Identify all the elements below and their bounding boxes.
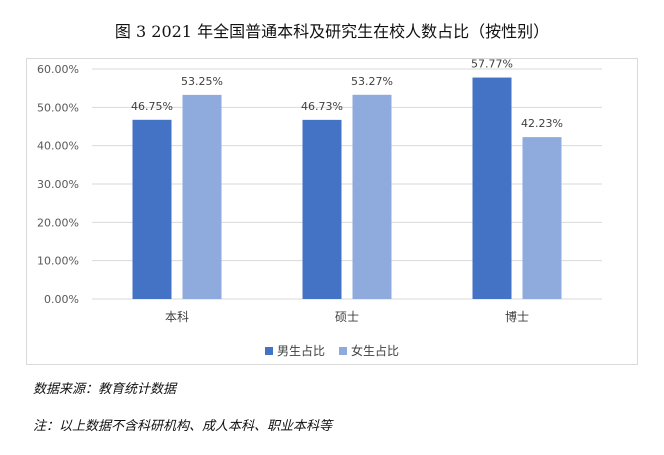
y-tick-label: 60.00% [37,63,79,76]
bar-female [352,94,392,299]
x-category-label: 硕士 [335,310,359,324]
bar-male [302,119,342,299]
legend: 男生占比 女生占比 [0,342,664,359]
bar-male [472,77,512,299]
y-tick-label: 50.00% [37,101,79,114]
y-tick-label: 30.00% [37,178,79,191]
data-label: 42.23% [521,117,563,130]
chart-area [26,58,638,365]
legend-item-male: 男生占比 [264,342,325,359]
data-label: 46.75% [131,100,173,113]
bar-female [182,94,222,299]
legend-label-male: 男生占比 [276,344,325,358]
x-category-label: 本科 [165,310,189,324]
data-label: 57.77% [471,58,513,71]
x-category-label: 博士 [505,309,529,324]
data-label: 46.73% [301,100,343,113]
bar-male [132,119,172,300]
legend-swatch-male [264,346,273,355]
data-label: 53.27% [351,75,393,88]
data-label: 53.25% [181,75,223,88]
legend-swatch-female [339,346,347,355]
source-note: 数据来源：教育统计数据 [33,382,177,397]
chart-title: 图 3 2021 年全国普通本科及研究生在校人数占比（按性别） [114,22,550,41]
y-tick-label: 20.00% [37,216,79,229]
y-tick-label: 0.00% [44,293,79,306]
y-tick-label: 40.00% [37,140,79,153]
footnote: 注：以上数据不含科研机构、成人本科、职业本科等 [33,419,333,434]
y-tick-label: 10.00% [37,255,79,268]
bar-female [522,137,562,299]
legend-label-female: 女生占比 [351,344,400,358]
legend-item-female: 女生占比 [339,342,399,359]
